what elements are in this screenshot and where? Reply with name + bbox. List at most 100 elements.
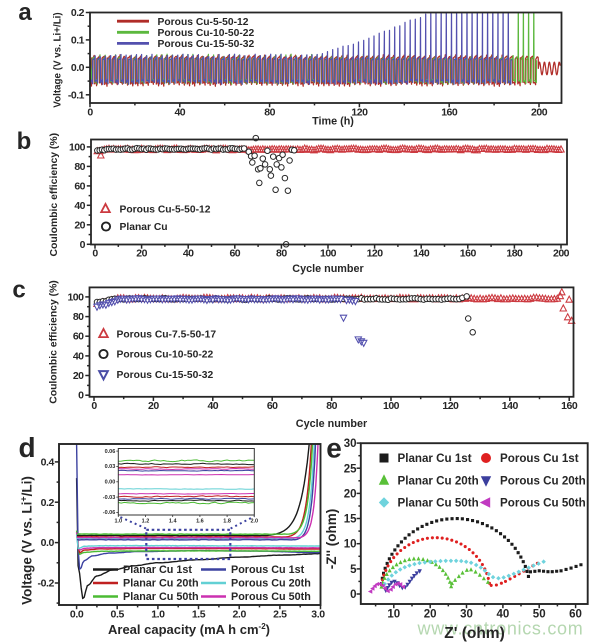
svg-text:e: e xyxy=(326,433,342,464)
svg-text:160: 160 xyxy=(460,248,477,260)
svg-text:-0.06: -0.06 xyxy=(103,510,116,516)
svg-text:160: 160 xyxy=(561,400,578,412)
svg-text:5: 5 xyxy=(350,564,357,576)
svg-text:20: 20 xyxy=(424,609,437,621)
svg-text:120: 120 xyxy=(442,400,459,412)
svg-text:40: 40 xyxy=(73,350,84,362)
svg-text:Z' (ohm): Z' (ohm) xyxy=(444,625,505,642)
svg-text:1.0: 1.0 xyxy=(151,609,165,621)
svg-text:30: 30 xyxy=(344,438,357,450)
svg-text:3.0: 3.0 xyxy=(311,609,325,621)
svg-text:0.0: 0.0 xyxy=(41,537,55,549)
svg-text:15: 15 xyxy=(344,514,357,526)
svg-text:-Z'' (ohm): -Z'' (ohm) xyxy=(324,509,339,569)
svg-text:Porous Cu-7.5-50-17: Porous Cu-7.5-50-17 xyxy=(117,330,217,341)
svg-text:Planar Cu 50th: Planar Cu 50th xyxy=(123,591,199,603)
svg-text:Planar Cu 1st: Planar Cu 1st xyxy=(123,564,192,576)
svg-text:Porous Cu-10-50-22: Porous Cu-10-50-22 xyxy=(117,350,214,361)
svg-text:180: 180 xyxy=(506,248,523,260)
svg-text:Porous Cu 50th: Porous Cu 50th xyxy=(500,497,586,510)
svg-text:Porous Cu 20th: Porous Cu 20th xyxy=(231,578,311,590)
svg-text:0.00: 0.00 xyxy=(105,480,116,486)
svg-text:Cycle number: Cycle number xyxy=(292,263,364,275)
svg-text:Porous Cu-5-50-12: Porous Cu-5-50-12 xyxy=(158,17,249,28)
svg-text:a: a xyxy=(18,0,32,26)
svg-text:1.5: 1.5 xyxy=(192,609,206,621)
svg-text:Porous Cu-15-50-32: Porous Cu-15-50-32 xyxy=(158,39,255,50)
svg-text:60: 60 xyxy=(569,609,582,621)
svg-text:Porous Cu-5-50-12: Porous Cu-5-50-12 xyxy=(120,205,211,216)
svg-text:20: 20 xyxy=(74,219,85,231)
svg-text:Planar Cu 20th: Planar Cu 20th xyxy=(398,475,479,488)
svg-text:0: 0 xyxy=(91,400,97,412)
svg-text:140: 140 xyxy=(413,248,430,260)
svg-text:20: 20 xyxy=(73,370,84,382)
svg-text:20: 20 xyxy=(148,400,159,412)
svg-text:80: 80 xyxy=(326,400,337,412)
svg-text:40: 40 xyxy=(207,400,218,412)
svg-text:Porous Cu 1st: Porous Cu 1st xyxy=(231,564,305,576)
svg-text:0.0: 0.0 xyxy=(71,62,85,74)
svg-text:160: 160 xyxy=(441,107,458,119)
svg-text:1.6: 1.6 xyxy=(196,519,204,525)
svg-text:Planar Cu 50th: Planar Cu 50th xyxy=(398,497,479,510)
svg-text:c: c xyxy=(12,277,25,304)
svg-text:80: 80 xyxy=(74,161,85,173)
svg-text:120: 120 xyxy=(351,107,368,119)
svg-text:80: 80 xyxy=(73,311,84,323)
svg-text:Voltage (V vs. Li+/Li): Voltage (V vs. Li+/Li) xyxy=(53,12,64,107)
svg-text:0.5: 0.5 xyxy=(111,609,125,621)
svg-text:60: 60 xyxy=(267,400,278,412)
svg-text:Time (h): Time (h) xyxy=(312,116,354,128)
svg-text:Cycle number: Cycle number xyxy=(296,418,368,430)
svg-text:20: 20 xyxy=(344,488,357,500)
svg-text:1.8: 1.8 xyxy=(223,519,231,525)
svg-text:0.0: 0.0 xyxy=(70,609,84,621)
svg-text:25: 25 xyxy=(344,463,357,475)
svg-text:20: 20 xyxy=(136,248,147,260)
svg-text:Porous Cu-10-50-22: Porous Cu-10-50-22 xyxy=(158,28,255,39)
svg-text:120: 120 xyxy=(367,248,384,260)
svg-text:200: 200 xyxy=(531,107,548,119)
svg-text:1.0: 1.0 xyxy=(114,519,122,525)
svg-text:d: d xyxy=(18,432,35,463)
svg-text:0.2: 0.2 xyxy=(41,497,55,509)
svg-text:80: 80 xyxy=(264,107,275,119)
svg-text:80: 80 xyxy=(276,248,287,260)
svg-text:140: 140 xyxy=(502,400,519,412)
svg-text:100: 100 xyxy=(320,248,337,260)
svg-text:40: 40 xyxy=(496,609,509,621)
svg-text:0: 0 xyxy=(80,239,86,251)
svg-text:-0.03: -0.03 xyxy=(103,495,116,501)
svg-text:10: 10 xyxy=(387,609,400,621)
svg-text:30: 30 xyxy=(460,609,473,621)
svg-text:40: 40 xyxy=(74,200,85,212)
svg-text:www.cntronics.com: www.cntronics.com xyxy=(417,619,584,639)
svg-text:0: 0 xyxy=(78,390,84,402)
svg-text:Planar Cu 1st: Planar Cu 1st xyxy=(398,452,472,465)
svg-text:200: 200 xyxy=(553,248,570,260)
svg-text:50: 50 xyxy=(533,609,546,621)
svg-text:100: 100 xyxy=(67,291,84,303)
svg-text:-0.2: -0.2 xyxy=(38,578,55,590)
svg-text:0.4: 0.4 xyxy=(41,456,55,468)
svg-text:10: 10 xyxy=(344,539,357,551)
svg-text:1.2: 1.2 xyxy=(142,519,150,525)
svg-text:2.5: 2.5 xyxy=(273,609,287,621)
svg-text:0.06: 0.06 xyxy=(105,449,116,455)
svg-text:60: 60 xyxy=(229,248,240,260)
svg-text:Porous Cu 20th: Porous Cu 20th xyxy=(500,475,586,488)
svg-text:Voltage (V vs. Li+/Li): Voltage (V vs. Li+/Li) xyxy=(19,476,35,605)
svg-text:0: 0 xyxy=(92,248,98,260)
svg-text:-0.1: -0.1 xyxy=(68,89,85,101)
svg-text:0: 0 xyxy=(350,589,356,601)
svg-text:0.2: 0.2 xyxy=(71,7,85,19)
svg-text:60: 60 xyxy=(74,180,85,192)
svg-text:40: 40 xyxy=(174,107,185,119)
svg-text:40: 40 xyxy=(183,248,194,260)
svg-text:0: 0 xyxy=(87,107,93,119)
svg-text:2.0: 2.0 xyxy=(250,519,258,525)
svg-text:Porous Cu-15-50-32: Porous Cu-15-50-32 xyxy=(117,370,214,381)
svg-text:b: b xyxy=(17,128,32,155)
svg-text:2.0: 2.0 xyxy=(232,609,246,621)
